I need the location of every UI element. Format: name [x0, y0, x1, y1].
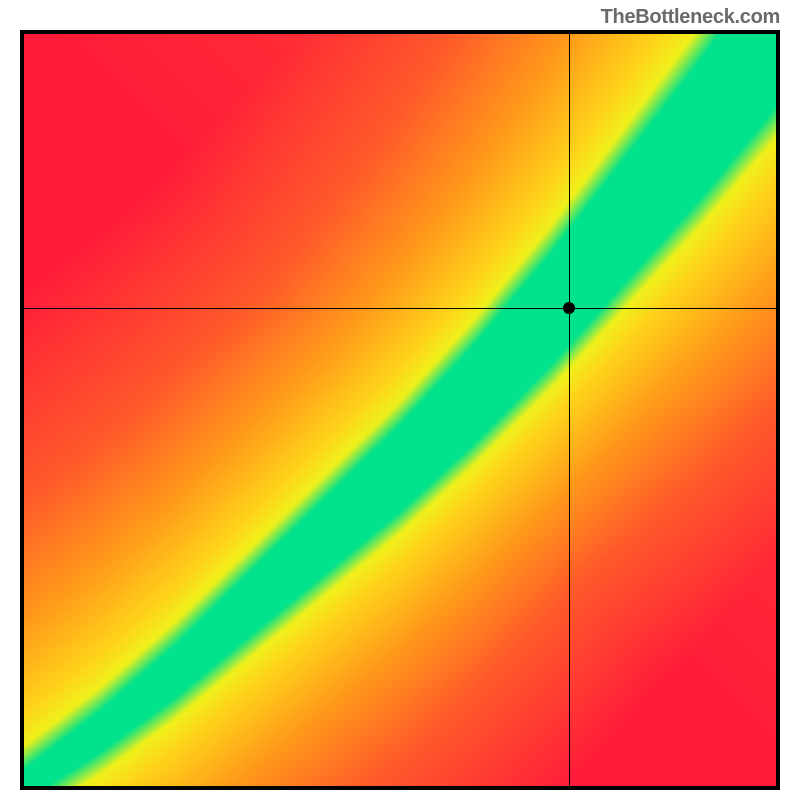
- bottleneck-heatmap-canvas: [24, 34, 776, 786]
- bottleneck-heatmap-frame: [20, 30, 780, 790]
- crosshair-horizontal: [24, 308, 776, 309]
- crosshair-point: [563, 302, 575, 314]
- watermark-text: TheBottleneck.com: [601, 6, 780, 29]
- crosshair-vertical: [569, 34, 570, 786]
